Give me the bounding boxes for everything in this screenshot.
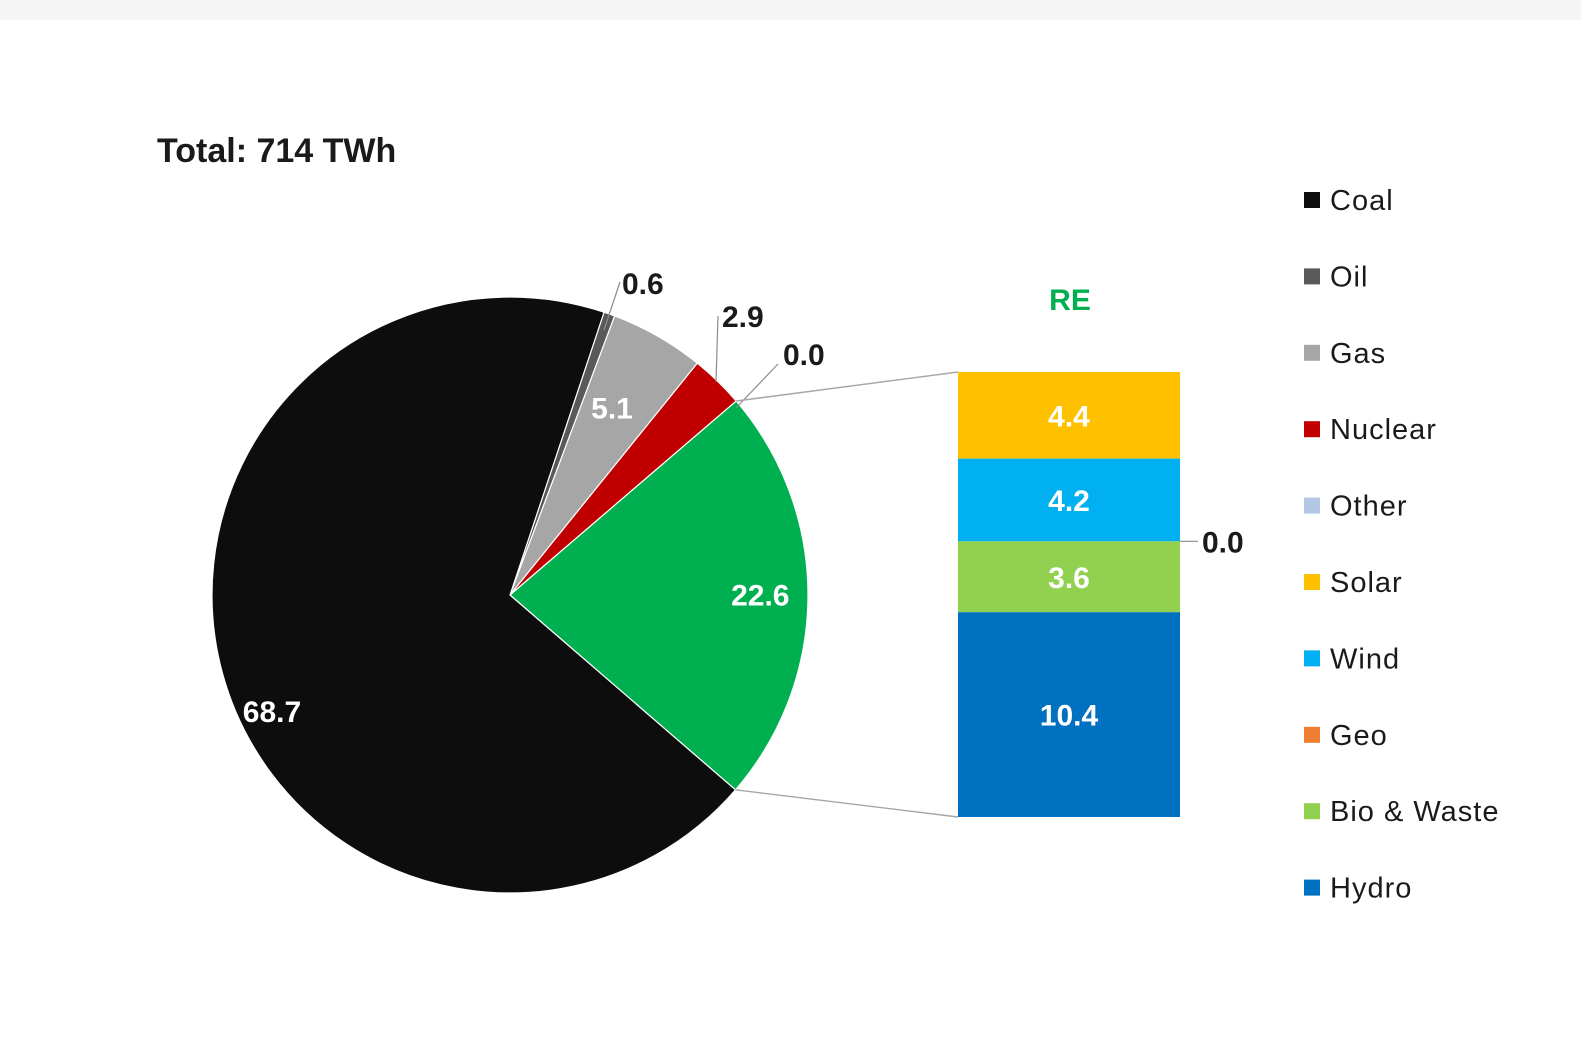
legend-swatch-gas (1304, 344, 1320, 361)
legend-item-gas: Gas (1304, 338, 1386, 370)
legend-label-hydro: Hydro (1330, 873, 1412, 905)
re-breakdown-bar: 4.4 4.2 0.0 3.6 10.4 (958, 372, 1244, 817)
bar-segment-wind (958, 458, 1180, 542)
data-label-nuclear: 2.9 (722, 301, 764, 334)
connector-bottom (735, 789, 959, 818)
data-label-geo: 0.0 (1202, 526, 1244, 559)
data-label-coal: 68.7 (243, 696, 301, 729)
data-label-oil: 0.6 (622, 268, 664, 301)
legend-label-nuclear: Nuclear (1330, 414, 1437, 446)
legend-label-gas: Gas (1330, 338, 1386, 370)
breakdown-title: RE (1049, 284, 1091, 317)
data-label-other: 0.0 (783, 339, 825, 372)
connector-top (736, 371, 959, 402)
data-label-hydro: 10.4 (1040, 700, 1099, 733)
legend-label-bio-and-waste: Bio & Waste (1330, 796, 1499, 828)
legend-item-nuclear: Nuclear (1304, 414, 1437, 446)
legend-swatch-hydro (1304, 879, 1320, 896)
data-label-gas: 5.1 (591, 393, 633, 426)
legend-label-solar: Solar (1330, 567, 1403, 599)
pie-slice-re (509, 400, 809, 791)
legend-label-coal: Coal (1330, 185, 1394, 217)
chart-title: Total: 714 TWh (157, 132, 396, 170)
legend-item-bio-and-waste: Bio & Waste (1304, 796, 1499, 828)
legend: Coal Oil Gas Nuclear Other Solar Wind Geo Bio & … (1304, 185, 1499, 905)
legend-swatch-bio-and-waste (1304, 803, 1320, 820)
leader-line-other (735, 363, 779, 409)
legend-item-solar: Solar (1304, 567, 1403, 599)
legend-swatch-wind (1304, 650, 1320, 667)
legend-label-wind: Wind (1330, 643, 1400, 675)
legend-label-other: Other (1330, 491, 1408, 523)
data-label-bio-and-waste: 3.6 (1048, 562, 1090, 595)
legend-item-oil: Oil (1304, 261, 1368, 293)
legend-swatch-geo (1304, 726, 1320, 743)
legend-swatch-solar (1304, 574, 1320, 590)
pie-slice-coal (211, 296, 737, 894)
bar-segment-solar (958, 372, 1180, 459)
chart-panel: Total: 714 TWh 68.7 0.6 5.1 2.9 0.0 22.6 RE 4… (0, 20, 1581, 1055)
data-label-re: 22.6 (731, 580, 789, 613)
legend-item-other: Other (1304, 491, 1408, 523)
legend-label-oil: Oil (1330, 261, 1368, 293)
leader-line-nuclear (715, 315, 719, 383)
legend-swatch-coal (1304, 192, 1320, 208)
pie-to-bar-connectors (735, 371, 959, 818)
legend-item-geo: Geo (1304, 720, 1388, 752)
legend-item-hydro: Hydro (1304, 873, 1412, 905)
leader-line-oil (603, 281, 621, 331)
legend-swatch-oil (1304, 268, 1320, 285)
bar-segment-bio-and-waste (958, 541, 1180, 613)
legend-swatch-nuclear (1304, 421, 1320, 438)
data-label-solar: 4.4 (1048, 400, 1090, 433)
legend-label-geo: Geo (1330, 720, 1388, 752)
pie-of-bar-chart: Total: 714 TWh 68.7 0.6 5.1 2.9 0.0 22.6 RE 4… (157, 132, 1499, 905)
data-label-wind: 4.2 (1048, 485, 1090, 518)
legend-item-wind: Wind (1304, 643, 1400, 675)
bar-segment-hydro (958, 612, 1180, 817)
pie: 68.7 0.6 5.1 2.9 0.0 22.6 (211, 268, 825, 894)
legend-swatch-other (1304, 497, 1320, 514)
legend-item-coal: Coal (1304, 185, 1394, 217)
